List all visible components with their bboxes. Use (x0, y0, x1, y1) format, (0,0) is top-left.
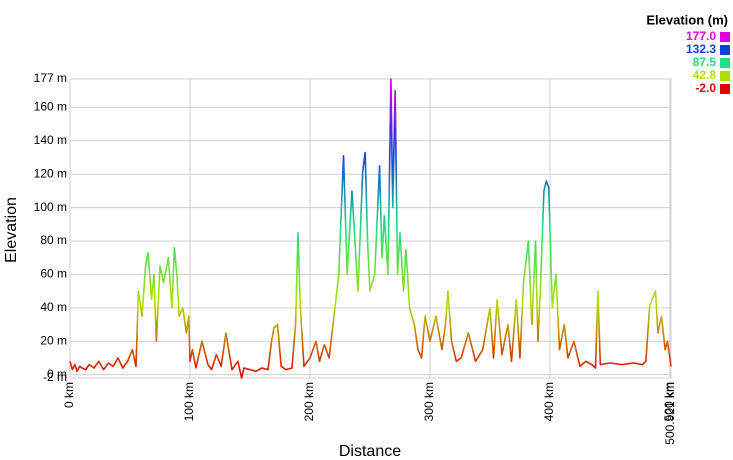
y-tick-label: 80 m (40, 233, 67, 247)
y-tick-label: 140 m (34, 133, 67, 147)
x-tick-label: 500.921 km (663, 382, 677, 445)
legend-label: 132.3 (686, 42, 716, 56)
x-tick-label: 100 km (182, 382, 196, 421)
y-tick-label: 60 m (40, 267, 67, 281)
y-tick-label: 20 m (40, 333, 67, 347)
x-tick-label: 200 km (302, 382, 316, 421)
y-tick-label: 120 m (34, 166, 67, 180)
elevation-line (69, 78, 672, 379)
legend-swatch (720, 32, 730, 42)
legend-label: 42.8 (693, 68, 717, 82)
y-tick-label: 100 m (34, 200, 67, 214)
y-tick-label: 40 m (40, 300, 67, 314)
legend-title: Elevation (m) (646, 12, 728, 27)
legend-label: -2.0 (695, 81, 716, 95)
y-tick-label: 160 m (34, 100, 67, 114)
legend-swatch (720, 84, 730, 94)
y-tick-label: -2 m (43, 370, 67, 384)
y-tick-label: 177 m (34, 71, 67, 85)
legend-swatch (720, 58, 730, 68)
x-tick-label: 400 km (542, 382, 556, 421)
y-tick-label: 0 m (47, 367, 67, 381)
legend-label: 177.0 (686, 29, 716, 43)
y-axis-title: Elevation (3, 197, 20, 263)
legend-label: 87.5 (693, 55, 717, 69)
legend-swatch (720, 45, 730, 55)
x-axis-title: Distance (339, 443, 401, 460)
x-tick-label: 0 km (62, 382, 76, 408)
legend-swatch (720, 71, 730, 81)
plot-frame (69, 78, 672, 379)
x-tick-label: 300 km (422, 382, 436, 421)
x-tick-label: 500 km (662, 382, 676, 421)
